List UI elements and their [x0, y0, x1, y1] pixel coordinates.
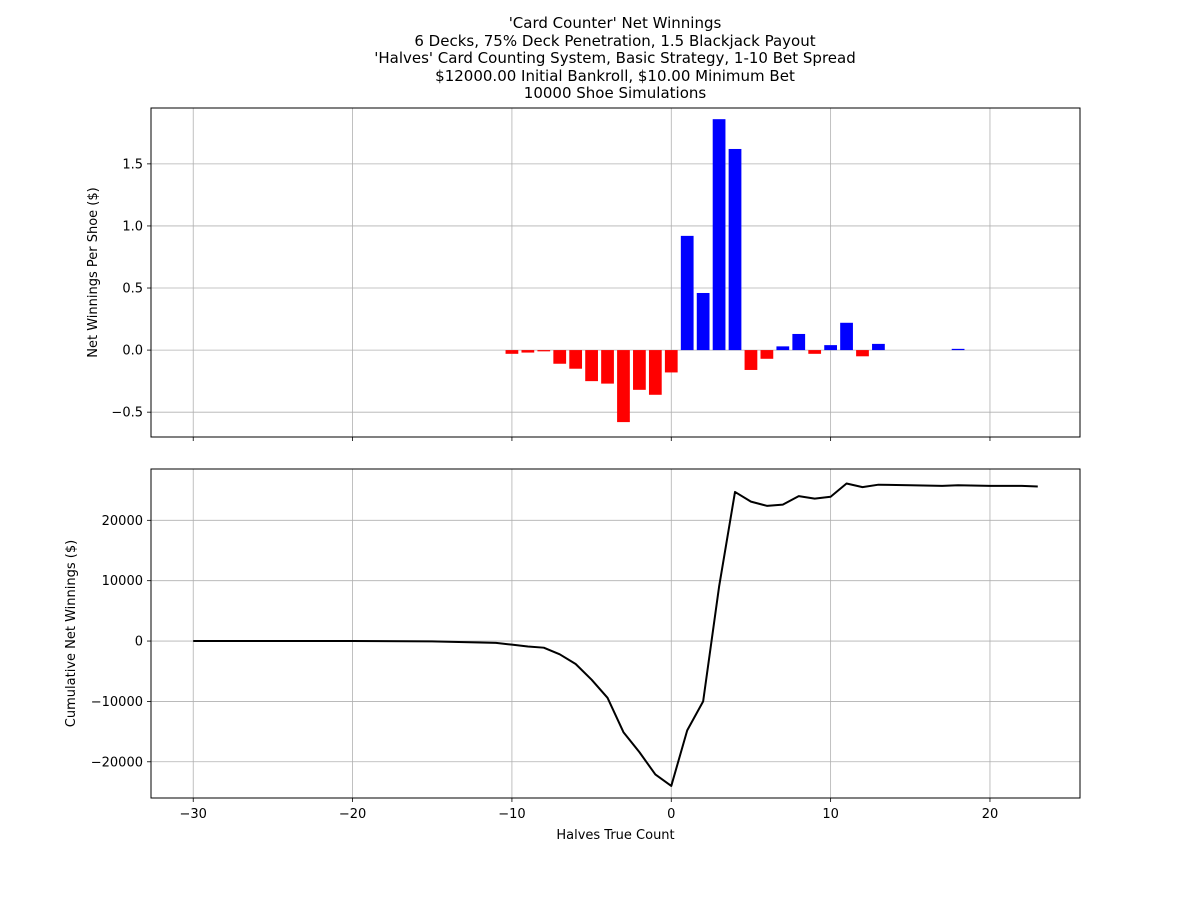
bar-panel: −0.5 0.0 0.5 1.0 1.5 Net Winnings Per Shoe (…	[86, 107, 1081, 441]
bar-panel-ticks: −0.5 0.0 0.5 1.0 1.5	[111, 157, 991, 441]
bar-panel-frame	[150, 107, 1081, 438]
bar	[856, 350, 869, 357]
bar-panel-bars	[505, 119, 965, 423]
line-panel-ylabel: Cumulative Net Winnings ($)	[64, 540, 79, 727]
bar	[569, 350, 583, 369]
bar	[744, 350, 758, 370]
line-panel-xlabel: Halves True Count	[556, 828, 674, 843]
x-tick-label: −20	[339, 807, 366, 822]
x-tick-label: 0	[667, 807, 675, 822]
bar	[664, 350, 678, 373]
bar	[951, 348, 965, 351]
y-tick-label: −0.5	[111, 406, 143, 421]
bar	[633, 350, 646, 390]
bar	[808, 350, 822, 354]
title-line-3: 'Halves' Card Counting System, Basic Str…	[374, 49, 856, 67]
bar	[696, 292, 710, 351]
y-tick-label: 1.5	[122, 157, 143, 172]
chart-title: 'Card Counter' Net Winnings 6 Decks, 75%…	[0, 14, 1200, 103]
cumulative-winnings-line	[193, 482, 1038, 787]
title-line-1: 'Card Counter' Net Winnings	[508, 14, 722, 32]
bar	[648, 350, 662, 395]
y-tick-label: −10000	[91, 695, 143, 710]
bar	[521, 350, 535, 353]
bar	[585, 350, 598, 382]
x-tick-label: 10	[822, 807, 839, 822]
line-panel-ticks: −30 −20 −10 0 10 20 −20000 −10000 0 10000 20000	[91, 514, 998, 822]
bar	[872, 343, 885, 351]
bar	[776, 346, 790, 351]
bar	[680, 235, 694, 351]
line-panel-grid	[151, 469, 1080, 798]
bar	[712, 119, 726, 351]
x-tick-label: 20	[982, 807, 999, 822]
y-tick-label: 1.0	[122, 219, 143, 234]
bar	[840, 322, 853, 351]
y-tick-label: 0	[135, 635, 143, 650]
bar	[728, 148, 742, 351]
x-tick-label: −10	[498, 807, 525, 822]
bar	[760, 350, 774, 359]
y-tick-label: 10000	[102, 574, 143, 589]
title-line-5: 10000 Shoe Simulations	[523, 84, 707, 102]
line-panel-series	[193, 482, 1038, 787]
bar	[553, 350, 567, 364]
y-tick-label: −20000	[91, 755, 143, 770]
bar-panel-ylabel: Net Winnings Per Shoe ($)	[86, 187, 101, 357]
bar-panel-grid	[151, 108, 1080, 437]
bar	[617, 350, 630, 423]
line-panel: −30 −20 −10 0 10 20 −20000 −10000 0 10000 20000 Cu…	[64, 468, 1081, 843]
bar	[505, 350, 519, 354]
bar	[792, 333, 806, 351]
bar	[824, 345, 837, 351]
y-tick-label: 20000	[102, 514, 143, 529]
y-tick-label: 0.5	[122, 282, 143, 297]
line-panel-frame	[150, 468, 1081, 799]
x-tick-label: −30	[180, 807, 207, 822]
bar	[601, 350, 614, 384]
bar	[537, 350, 551, 352]
title-line-2: 6 Decks, 75% Deck Penetration, 1.5 Black…	[414, 31, 816, 50]
title-line-4: $12000.00 Initial Bankroll, $10.00 Minim…	[435, 66, 795, 85]
y-tick-label: 0.0	[122, 344, 143, 359]
